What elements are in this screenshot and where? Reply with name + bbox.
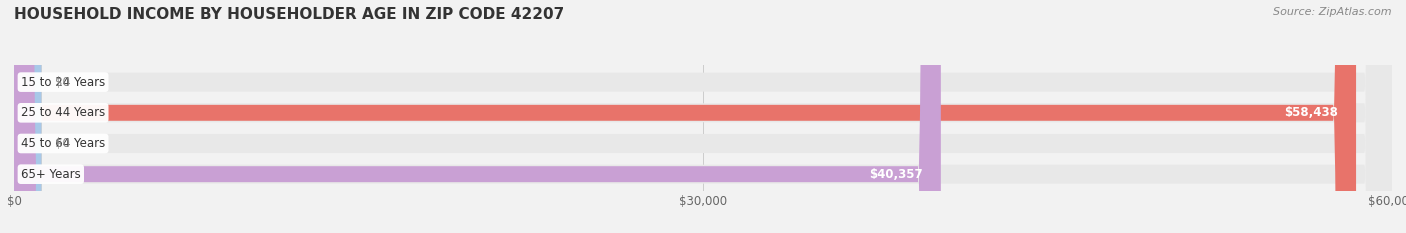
FancyBboxPatch shape <box>14 0 1392 233</box>
Text: 15 to 24 Years: 15 to 24 Years <box>21 76 105 89</box>
FancyBboxPatch shape <box>14 0 42 233</box>
Text: $0: $0 <box>55 76 70 89</box>
FancyBboxPatch shape <box>14 0 1392 233</box>
FancyBboxPatch shape <box>14 0 1355 233</box>
FancyBboxPatch shape <box>14 0 1392 233</box>
Text: $58,438: $58,438 <box>1284 106 1337 119</box>
Text: $40,357: $40,357 <box>869 168 922 181</box>
FancyBboxPatch shape <box>14 0 1392 233</box>
Text: $0: $0 <box>55 137 70 150</box>
Text: HOUSEHOLD INCOME BY HOUSEHOLDER AGE IN ZIP CODE 42207: HOUSEHOLD INCOME BY HOUSEHOLDER AGE IN Z… <box>14 7 564 22</box>
Text: Source: ZipAtlas.com: Source: ZipAtlas.com <box>1274 7 1392 17</box>
Text: 65+ Years: 65+ Years <box>21 168 80 181</box>
FancyBboxPatch shape <box>14 0 42 233</box>
FancyBboxPatch shape <box>14 0 941 233</box>
Text: 25 to 44 Years: 25 to 44 Years <box>21 106 105 119</box>
Text: 45 to 64 Years: 45 to 64 Years <box>21 137 105 150</box>
